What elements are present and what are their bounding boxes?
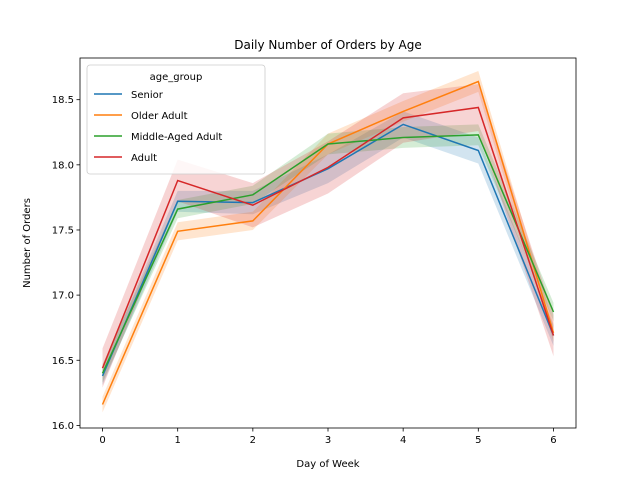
legend-label-older-adult: Older Adult (131, 111, 188, 122)
y-axis-ticks: 16.0 16.5 17.0 17.5 18.0 18.5 (52, 95, 80, 432)
y-tick-label: 18.5 (52, 95, 74, 106)
legend-label-adult: Adult (131, 153, 157, 164)
legend: age_group Senior Older Adult Middle-Aged A… (86, 64, 266, 175)
x-tick-label: 1 (175, 435, 181, 446)
x-tick-label: 6 (550, 435, 556, 446)
y-tick-label: 18.0 (52, 160, 74, 171)
ci-band-older-adult (102, 71, 554, 413)
y-tick-label: 16.5 (52, 356, 74, 367)
y-axis-label: Number of Orders (22, 198, 33, 288)
y-tick-label: 16.0 (52, 421, 74, 432)
x-axis-ticks: 0 1 2 3 4 5 6 (99, 428, 557, 446)
legend-title: age_group (150, 72, 203, 83)
x-tick-label: 3 (325, 435, 331, 446)
y-tick-label: 17.5 (52, 225, 74, 236)
x-tick-label: 0 (99, 435, 105, 446)
x-tick-label: 5 (475, 435, 481, 446)
x-tick-label: 2 (250, 435, 256, 446)
series-line-senior (101, 123, 555, 377)
x-axis-label: Day of Week (296, 459, 359, 470)
ci-band-senior (102, 111, 554, 386)
series-lines (101, 80, 555, 405)
legend-label-middle-aged-adult: Middle-Aged Adult (131, 132, 222, 143)
x-tick-label: 4 (400, 435, 406, 446)
series-line-middle-aged-adult (101, 134, 555, 374)
series-line-adult (101, 106, 555, 369)
chart-title: Daily Number of Orders by Age (234, 38, 422, 52)
legend-box (86, 64, 266, 175)
legend-items: Senior Older Adult Middle-Aged Adult Adult (94, 90, 222, 164)
y-tick-label: 17.0 (52, 291, 74, 302)
legend-label-senior: Senior (131, 90, 164, 101)
